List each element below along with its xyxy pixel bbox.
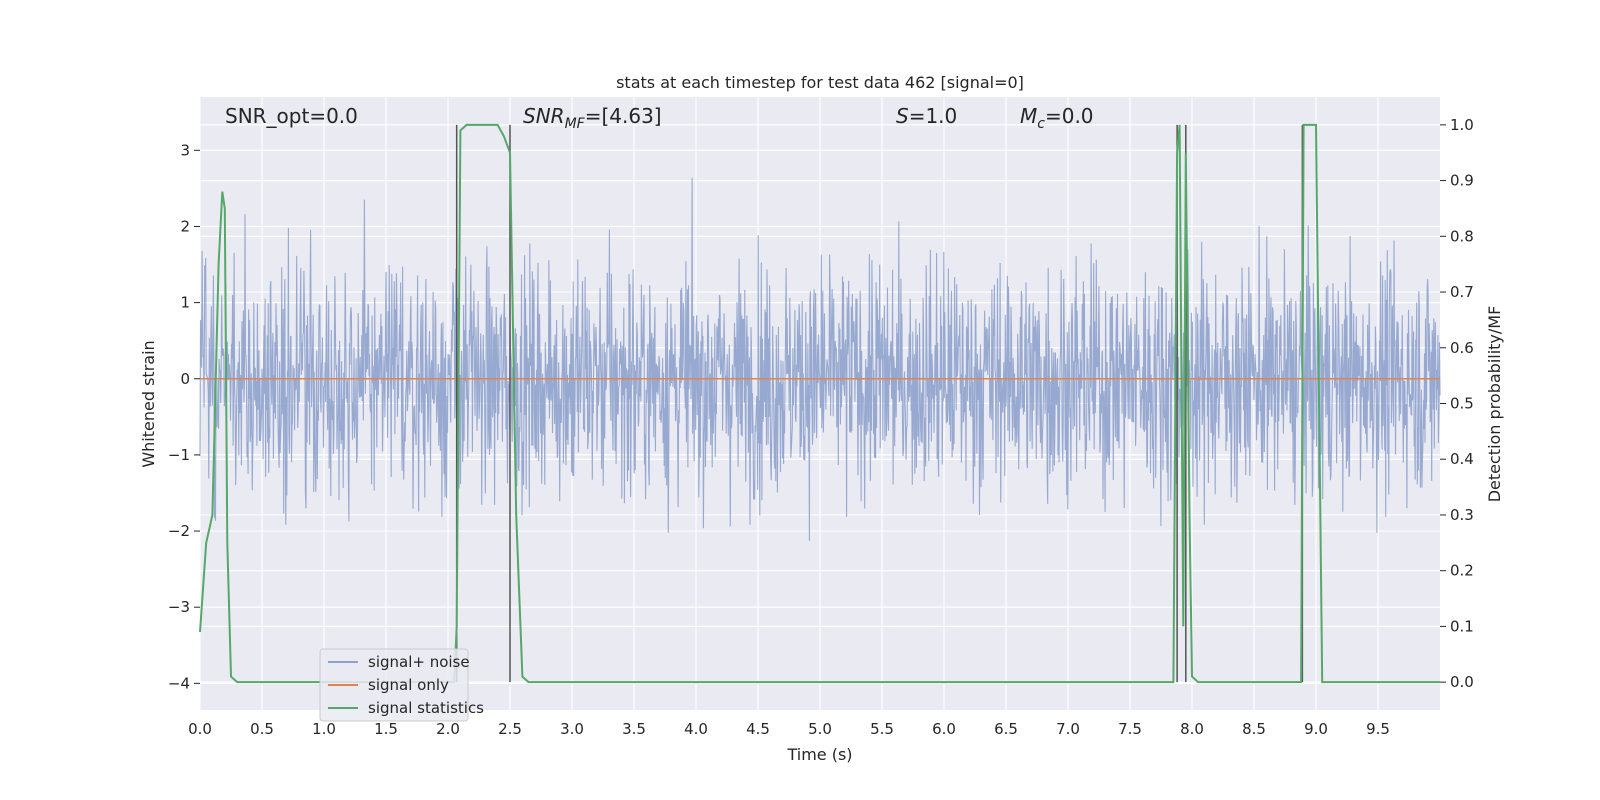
chart-title: stats at each timestep for test data 462… [616,73,1024,92]
right-tick-label-10: 0.0 [1450,673,1474,691]
legend-label-signal-statistics: signal statistics [368,699,484,717]
series-signal-statistics [199,123,1440,684]
x-tick-label-6: 3.0 [560,720,584,738]
left-tick-label-0: 3 [180,141,190,159]
x-tick-label-5: 2.5 [498,720,522,738]
right-tick-label-3: 0.7 [1450,283,1474,301]
left-tick-label-6: −3 [168,598,190,616]
right-tick-label-7: 0.3 [1450,506,1474,524]
x-tick-label-7: 3.5 [622,720,646,738]
series-line-signal-statistics [199,123,1440,684]
annotation-snr-opt: SNR_opt=0.0 [225,104,358,128]
x-tick-label-8: 4.0 [684,720,708,738]
left-tick-label-4: −1 [168,446,190,464]
annotation-s-value: S=1.0 [896,104,957,128]
left-tick-label-2: 1 [180,294,190,312]
x-tick-label-9: 4.5 [746,720,770,738]
x-tick-label-18: 9.0 [1304,720,1328,738]
x-tick-label-14: 7.0 [1056,720,1080,738]
right-axis-ticks: 1.0 0.9 0.8 0.7 0.6 0.5 0.4 0.3 0.2 0.1 0.0 [1440,116,1474,691]
right-tick-label-5: 0.5 [1450,395,1474,413]
x-tick-label-4: 2.0 [436,720,460,738]
right-tick-label-9: 0.1 [1450,617,1474,635]
left-tick-label-5: −2 [168,522,190,540]
left-axis-ticks: 3 2 1 0 −1 −2 −3 −4 [168,141,200,692]
right-tick-label-6: 0.4 [1450,450,1474,468]
x-tick-label-1: 0.5 [250,720,274,738]
x-tick-label-12: 6.0 [932,720,956,738]
right-tick-label-0: 1.0 [1450,116,1474,134]
legend: signal+ noise signal only signal statist… [319,648,484,722]
right-tick-label-2: 0.8 [1450,227,1474,245]
legend-label-signal-noise: signal+ noise [368,653,470,671]
x-tick-label-3: 1.5 [374,720,398,738]
left-tick-label-3: 0 [180,370,190,388]
x-axis-ticks: 0.0 0.5 1.0 1.5 2.0 2.5 3.0 3.5 4.0 4.5 5.0 5.5 6.0 6… [188,720,1390,738]
annotation-snr-mf: SNRMF=[4.63] [523,104,662,132]
right-tick-label-8: 0.2 [1450,562,1474,580]
left-tick-label-1: 2 [180,217,190,235]
annotation-mc-value: Mc=0.0 [1020,104,1094,132]
right-tick-label-4: 0.6 [1450,339,1474,357]
y-axis-label-right: Detection probability/MF [1485,306,1504,503]
x-tick-label-15: 7.5 [1118,720,1142,738]
x-tick-label-16: 8.0 [1180,720,1204,738]
x-tick-label-0: 0.0 [188,720,212,738]
legend-label-signal-only: signal only [368,676,449,694]
series-signal-noise [199,177,1441,541]
x-tick-label-19: 9.5 [1366,720,1390,738]
x-tick-label-17: 8.5 [1242,720,1266,738]
series-line-signal-noise [199,177,1441,541]
x-tick-label-11: 5.5 [870,720,894,738]
right-tick-label-1: 0.9 [1450,172,1474,190]
x-tick-label-2: 1.0 [312,720,336,738]
legend-box [319,648,469,722]
x-tick-label-13: 6.5 [994,720,1018,738]
x-axis-label: Time (s) [786,745,852,764]
y-axis-label-left: Whitened strain [139,340,158,467]
x-tick-label-10: 5.0 [808,720,832,738]
left-tick-label-7: −4 [168,674,190,692]
